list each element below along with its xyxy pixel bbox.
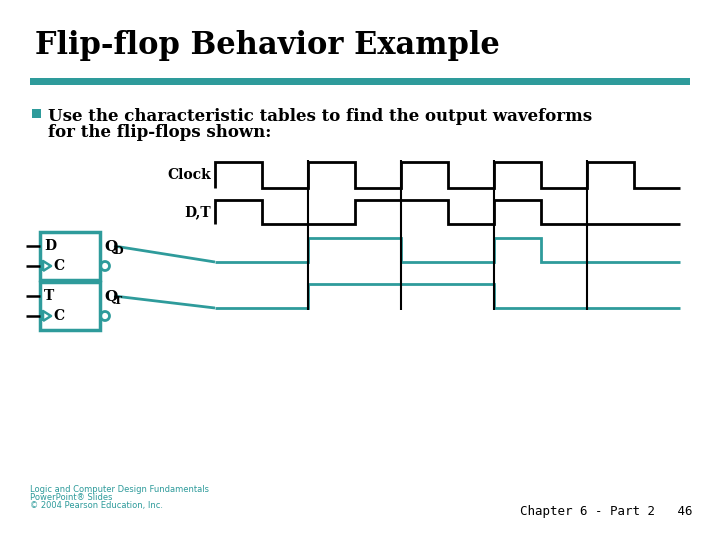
- Text: Q: Q: [104, 289, 117, 303]
- Text: D,T: D,T: [184, 205, 211, 219]
- Text: © 2004 Pearson Education, Inc.: © 2004 Pearson Education, Inc.: [30, 501, 163, 510]
- Bar: [32, 109, 41, 118]
- Text: PowerPoint® Slides: PowerPoint® Slides: [30, 493, 112, 502]
- Text: Flip-flop Behavior Example: Flip-flop Behavior Example: [35, 30, 500, 61]
- Text: C: C: [53, 309, 64, 323]
- Text: D: D: [44, 239, 56, 253]
- Text: Use the characteristic tables to find the output waveforms: Use the characteristic tables to find th…: [48, 108, 592, 125]
- Bar: [40, 232, 100, 280]
- Text: D: D: [114, 245, 124, 255]
- Text: Clock: Clock: [167, 168, 211, 182]
- Bar: [30, 78, 690, 85]
- Text: T: T: [114, 294, 122, 306]
- Text: Chapter 6 - Part 2   46: Chapter 6 - Part 2 46: [521, 505, 693, 518]
- Text: Q: Q: [104, 239, 117, 253]
- Text: C: C: [53, 259, 64, 273]
- Text: Logic and Computer Design Fundamentals: Logic and Computer Design Fundamentals: [30, 485, 209, 494]
- Text: T: T: [44, 289, 54, 303]
- Text: for the flip-flops shown:: for the flip-flops shown:: [48, 124, 271, 141]
- Bar: [40, 282, 100, 330]
